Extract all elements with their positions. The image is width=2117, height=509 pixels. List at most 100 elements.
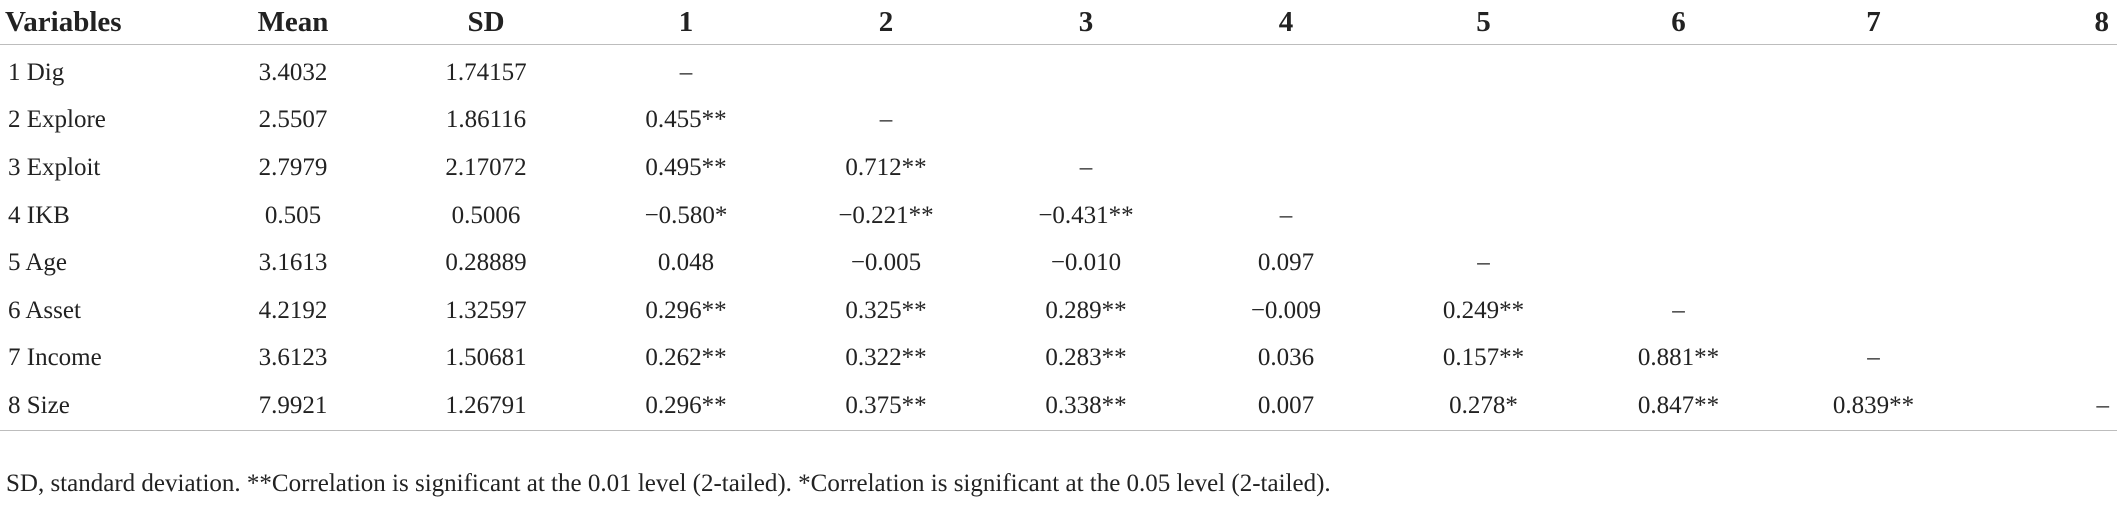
table-cell: 4.2192 xyxy=(258,296,328,324)
table-cell: 0.036 xyxy=(1257,344,1315,372)
table-cell: 2.7979 xyxy=(258,153,328,181)
table-row: 6 Asset 4.2192 1.32597 0.296** 0.325** 0.289*… xyxy=(0,287,2117,335)
table-cell: 0.289** xyxy=(1045,296,1127,324)
column-header: 8 xyxy=(1971,0,2117,45)
table-cell xyxy=(986,97,1186,145)
correlation-table-container: Variables Mean SD 1 2 3 4 5 6 7 8 1 Dig 3.4032 1.741… xyxy=(0,0,2117,431)
column-header: 7 xyxy=(1776,0,1971,45)
table-cell: 0.048 xyxy=(657,249,715,277)
table-cell xyxy=(1971,335,2117,383)
table-cell: – xyxy=(679,58,693,86)
row-label-cell: 8 Size xyxy=(0,382,200,431)
table-cell xyxy=(986,45,1186,97)
table-row: 2 Explore 2.5507 1.86116 0.455** – xyxy=(0,97,2117,145)
table-cell: 0.278* xyxy=(1386,382,1581,431)
table-cell: 0.881** xyxy=(1637,344,1720,372)
table-cell: 0.296** xyxy=(586,382,786,431)
table-row: 5 Age 3.1613 0.28889 0.048 −0.005 −0.010 0.097… xyxy=(0,239,2117,287)
table-cell: 1.86116 xyxy=(445,106,527,134)
table-row: 7 Income 3.6123 1.50681 0.262** 0.322** 0.283… xyxy=(0,335,2117,383)
table-cell xyxy=(1186,45,1386,97)
row-label-cell: 1 Dig xyxy=(8,58,65,86)
table-cell: 0.249** xyxy=(1442,296,1525,324)
header-row: Variables Mean SD 1 2 3 4 5 6 7 8 xyxy=(0,0,2117,45)
table-cell: – xyxy=(1867,344,1880,372)
table-cell: 7.9921 xyxy=(200,382,386,431)
table-cell: 0.322** xyxy=(845,344,927,372)
table-cell xyxy=(1776,45,1971,97)
table-cell: −0.580* xyxy=(644,201,728,229)
table-cell xyxy=(1776,192,1971,240)
table-cell: 0.338** xyxy=(986,382,1186,431)
table-cell: – xyxy=(1672,296,1685,324)
table-cell: 0.325** xyxy=(845,296,927,324)
table-cell xyxy=(1581,144,1776,192)
table-cell: 0.007 xyxy=(1186,382,1386,431)
table-cell xyxy=(1971,45,2117,97)
table-cell: 3.1613 xyxy=(258,249,328,277)
table-cell xyxy=(1971,192,2117,240)
table-cell: −0.010 xyxy=(1050,249,1122,277)
correlation-table: Variables Mean SD 1 2 3 4 5 6 7 8 1 Dig 3.4032 1.741… xyxy=(0,0,2117,431)
table-cell: 1.32597 xyxy=(445,296,527,324)
table-cell: – xyxy=(1477,249,1490,277)
table-cell: – xyxy=(879,106,893,134)
column-header: 3 xyxy=(986,0,1186,45)
table-cell: −0.221** xyxy=(838,201,934,229)
table-cell: 0.847** xyxy=(1581,382,1776,431)
table-footnote: SD, standard deviation. **Correlation is… xyxy=(6,470,1331,497)
row-label-cell: 3 Exploit xyxy=(8,153,101,181)
table-cell xyxy=(1186,144,1386,192)
table-cell xyxy=(1386,192,1581,240)
table-cell: 1.50681 xyxy=(445,344,527,372)
table-row: 4 IKB 0.505 0.5006 −0.580* −0.221** −0.431** – xyxy=(0,192,2117,240)
table-cell: 0.712** xyxy=(845,153,927,181)
table-cell xyxy=(1581,97,1776,145)
table-cell: 0.262** xyxy=(645,344,727,372)
column-header: Mean xyxy=(200,0,386,45)
column-header: 6 xyxy=(1581,0,1776,45)
table-cell: 3.4032 xyxy=(258,58,328,86)
table-cell: 0.505 xyxy=(264,201,322,229)
column-header: Variables xyxy=(0,0,200,45)
row-label-cell: 5 Age xyxy=(8,249,68,277)
table-cell: −0.009 xyxy=(1250,296,1322,324)
table-cell: 0.296** xyxy=(645,296,727,324)
table-cell xyxy=(1581,45,1776,97)
column-header: 1 xyxy=(586,0,786,45)
table-cell: 3.6123 xyxy=(258,344,328,372)
table-row: 1 Dig 3.4032 1.74157 – xyxy=(0,45,2117,97)
table-row: 8 Size 7.9921 1.26791 0.296** 0.375** 0.338**… xyxy=(0,382,2117,431)
table-cell: 0.097 xyxy=(1257,249,1315,277)
row-label-cell: 4 IKB xyxy=(8,201,70,229)
column-header: SD xyxy=(386,0,586,45)
table-cell xyxy=(1386,45,1581,97)
table-cell xyxy=(1581,239,1776,287)
table-cell: – xyxy=(1279,201,1293,229)
table-cell xyxy=(1386,97,1581,145)
table-cell: – xyxy=(1079,153,1093,181)
row-label-cell: 2 Explore xyxy=(8,106,106,134)
table-body: 1 Dig 3.4032 1.74157 – 2 Explore 2.5507 1.8611… xyxy=(0,45,2117,431)
table-row: 3 Exploit 2.7979 2.17072 0.495** 0.712** – xyxy=(0,144,2117,192)
table-cell xyxy=(1971,287,2117,335)
table-header: Variables Mean SD 1 2 3 4 5 6 7 8 xyxy=(0,0,2117,45)
table-cell xyxy=(1386,144,1581,192)
table-cell: 2.5507 xyxy=(258,106,328,134)
column-header: 2 xyxy=(786,0,986,45)
table-cell: 0.495** xyxy=(645,153,727,181)
table-cell: 0.455** xyxy=(645,106,727,134)
table-cell: 0.5006 xyxy=(451,201,521,229)
table-cell xyxy=(1971,239,2117,287)
table-cell: −0.005 xyxy=(850,249,922,277)
table-cell xyxy=(1776,239,1971,287)
table-cell xyxy=(1581,192,1776,240)
table-cell xyxy=(1186,97,1386,145)
column-header: 4 xyxy=(1186,0,1386,45)
table-cell: 0.375** xyxy=(786,382,986,431)
table-cell xyxy=(1971,144,2117,192)
row-label-cell: 7 Income xyxy=(8,344,102,372)
table-cell xyxy=(1776,287,1971,335)
table-cell: 0.157** xyxy=(1442,344,1525,372)
table-cell xyxy=(786,45,986,97)
